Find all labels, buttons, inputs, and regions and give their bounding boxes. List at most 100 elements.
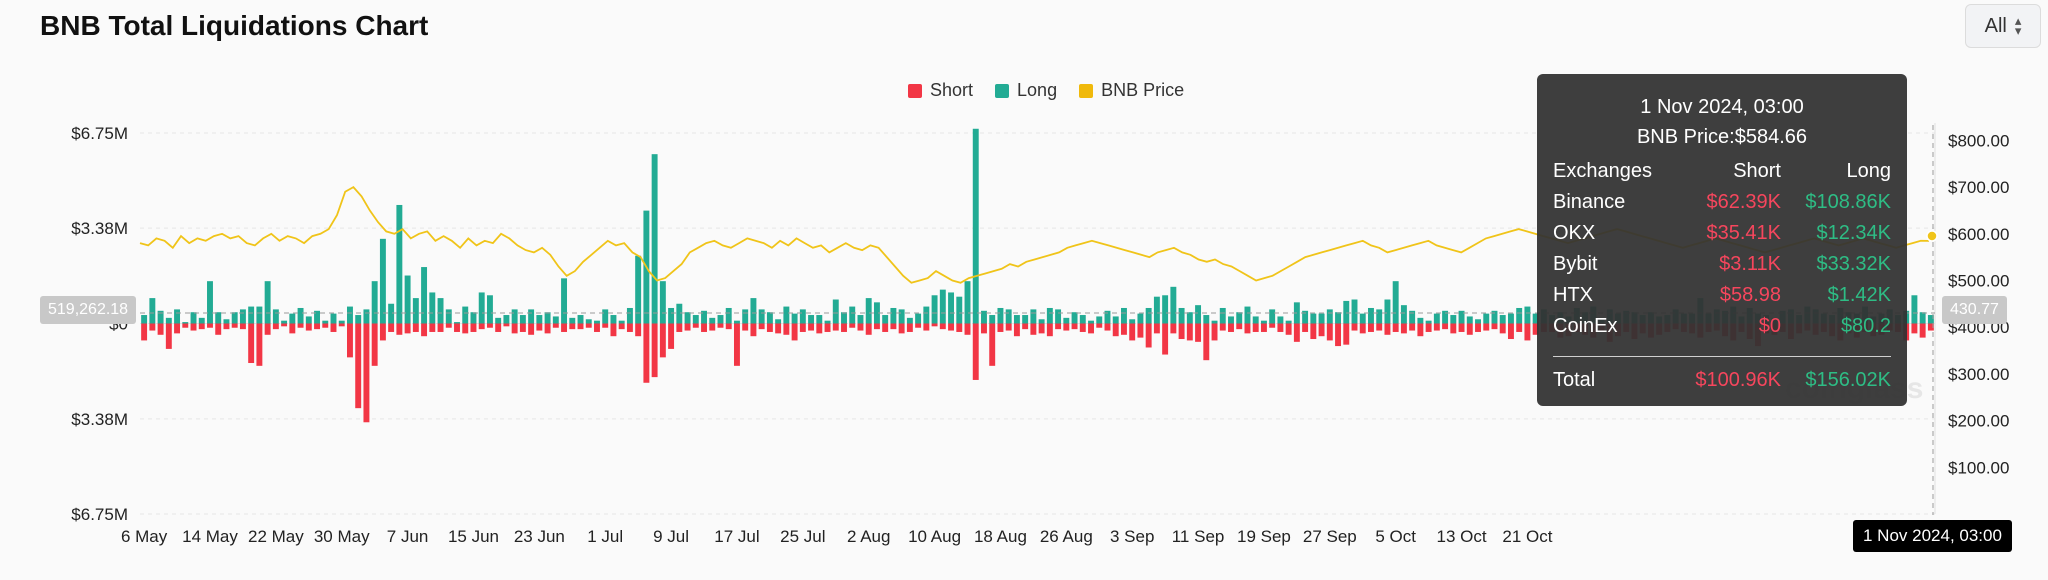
- short-bar: [272, 323, 279, 330]
- long-bar: [239, 309, 246, 324]
- long-bar: [355, 315, 362, 324]
- long-bar: [972, 128, 979, 324]
- long-bar: [569, 317, 576, 324]
- long-bar: [1145, 307, 1152, 324]
- short-bar: [511, 323, 518, 334]
- long-bar: [256, 306, 263, 324]
- x-tick-label: 15 Jun: [448, 527, 499, 546]
- chevron-updown-icon: ▴ ▾: [2014, 13, 2022, 38]
- long-bar: [1013, 315, 1020, 324]
- short-bar: [297, 323, 304, 328]
- tooltip-divider: [1553, 356, 1891, 357]
- short-bar: [626, 323, 633, 332]
- short-bar: [923, 323, 930, 331]
- short-bar: [618, 323, 625, 330]
- short-bar: [816, 323, 823, 334]
- long-bar: [1335, 312, 1342, 324]
- short-bar: [643, 323, 650, 383]
- short-bar: [1491, 323, 1498, 330]
- x-tick-label: 1 Jul: [587, 527, 623, 546]
- short-bar: [503, 323, 510, 327]
- short-bar: [1310, 323, 1317, 340]
- tooltip-date: 1 Nov 2024, 03:00: [1640, 96, 1804, 118]
- short-bar: [569, 323, 576, 330]
- long-bar: [585, 319, 592, 324]
- tooltip-short: $58.98: [1719, 284, 1781, 306]
- x-tick-label: 25 Jul: [780, 527, 825, 546]
- long-bar: [1203, 315, 1210, 324]
- long-bar: [1442, 310, 1449, 324]
- long-bar: [347, 306, 353, 324]
- short-bar: [1079, 323, 1086, 332]
- short-bar: [1005, 323, 1012, 331]
- tooltip-price: BNB Price:$584.66: [1636, 126, 1808, 148]
- short-bar: [1129, 323, 1136, 341]
- long-bar: [272, 309, 279, 324]
- short-bar: [215, 323, 222, 335]
- short-bar: [1277, 323, 1284, 332]
- legend-price[interactable]: BNB Price: [1079, 80, 1184, 101]
- short-bar: [552, 323, 559, 328]
- short-bar: [396, 323, 403, 335]
- tooltip-exchange: Binance: [1553, 191, 1626, 213]
- short-bar: [338, 323, 345, 327]
- long-bar: [314, 310, 320, 324]
- long-bar: [190, 312, 197, 324]
- long-bar: [1063, 317, 1070, 324]
- right-tick-label: $800.00: [1948, 131, 2009, 150]
- tooltip-header-long: Long: [1846, 160, 1892, 182]
- short-bar: [1046, 323, 1053, 337]
- right-tick-label: $200.00: [1948, 412, 2009, 431]
- legend-long[interactable]: Long: [995, 80, 1057, 101]
- short-bar: [1450, 323, 1457, 334]
- short-bar: [1400, 323, 1407, 334]
- short-bar: [783, 323, 790, 335]
- short-bar: [437, 323, 444, 332]
- long-bar: [1384, 299, 1391, 324]
- long-bar: [1491, 310, 1498, 324]
- time-range-select[interactable]: All ▴ ▾: [1965, 4, 2041, 48]
- short-bar: [610, 323, 617, 337]
- x-tick-label: 2 Aug: [847, 527, 891, 546]
- left-tick-label: $6.75M: [71, 124, 128, 143]
- short-bar: [264, 323, 271, 335]
- long-bar: [651, 154, 658, 324]
- long-bar: [1392, 281, 1399, 324]
- long-bar: [1359, 313, 1366, 324]
- short-bar: [421, 323, 428, 337]
- long-bar: [437, 298, 444, 324]
- long-bar: [610, 315, 617, 324]
- left-tick-label: $6.75M: [71, 505, 128, 524]
- short-bar: [1318, 323, 1325, 337]
- long-bar: [379, 238, 386, 324]
- x-tick-label: 21 Oct: [1502, 527, 1552, 546]
- short-bar: [1022, 323, 1029, 330]
- long-bar: [808, 315, 815, 324]
- long-bar: [659, 281, 666, 324]
- legend-short[interactable]: Short: [908, 80, 973, 101]
- short-bar: [1178, 323, 1185, 340]
- short-bar: [1927, 323, 1934, 331]
- long-bar: [157, 310, 164, 324]
- short-bar: [223, 323, 230, 330]
- long-bar: [519, 315, 526, 324]
- long-bar: [561, 278, 568, 324]
- short-bar: [989, 323, 996, 366]
- long-bar: [338, 320, 345, 324]
- short-bar: [1285, 323, 1292, 335]
- long-bar: [1326, 309, 1333, 324]
- long-bar: [577, 315, 584, 324]
- crosshair-left-value: 519,262.18: [40, 296, 137, 324]
- x-tick-label: 3 Sep: [1110, 527, 1154, 546]
- short-bar: [289, 323, 296, 334]
- long-bar: [1137, 313, 1144, 324]
- legend-price-swatch: [1079, 83, 1094, 98]
- long-bar: [1260, 320, 1267, 324]
- tooltip-long: $80.2: [1840, 315, 1891, 337]
- tooltip-short: $3.11K: [1719, 253, 1781, 275]
- short-bar: [1211, 323, 1218, 341]
- x-tick-label: 17 Jul: [714, 527, 759, 546]
- long-bar: [1524, 306, 1531, 324]
- long-bar: [1425, 320, 1432, 324]
- long-bar: [1162, 295, 1169, 324]
